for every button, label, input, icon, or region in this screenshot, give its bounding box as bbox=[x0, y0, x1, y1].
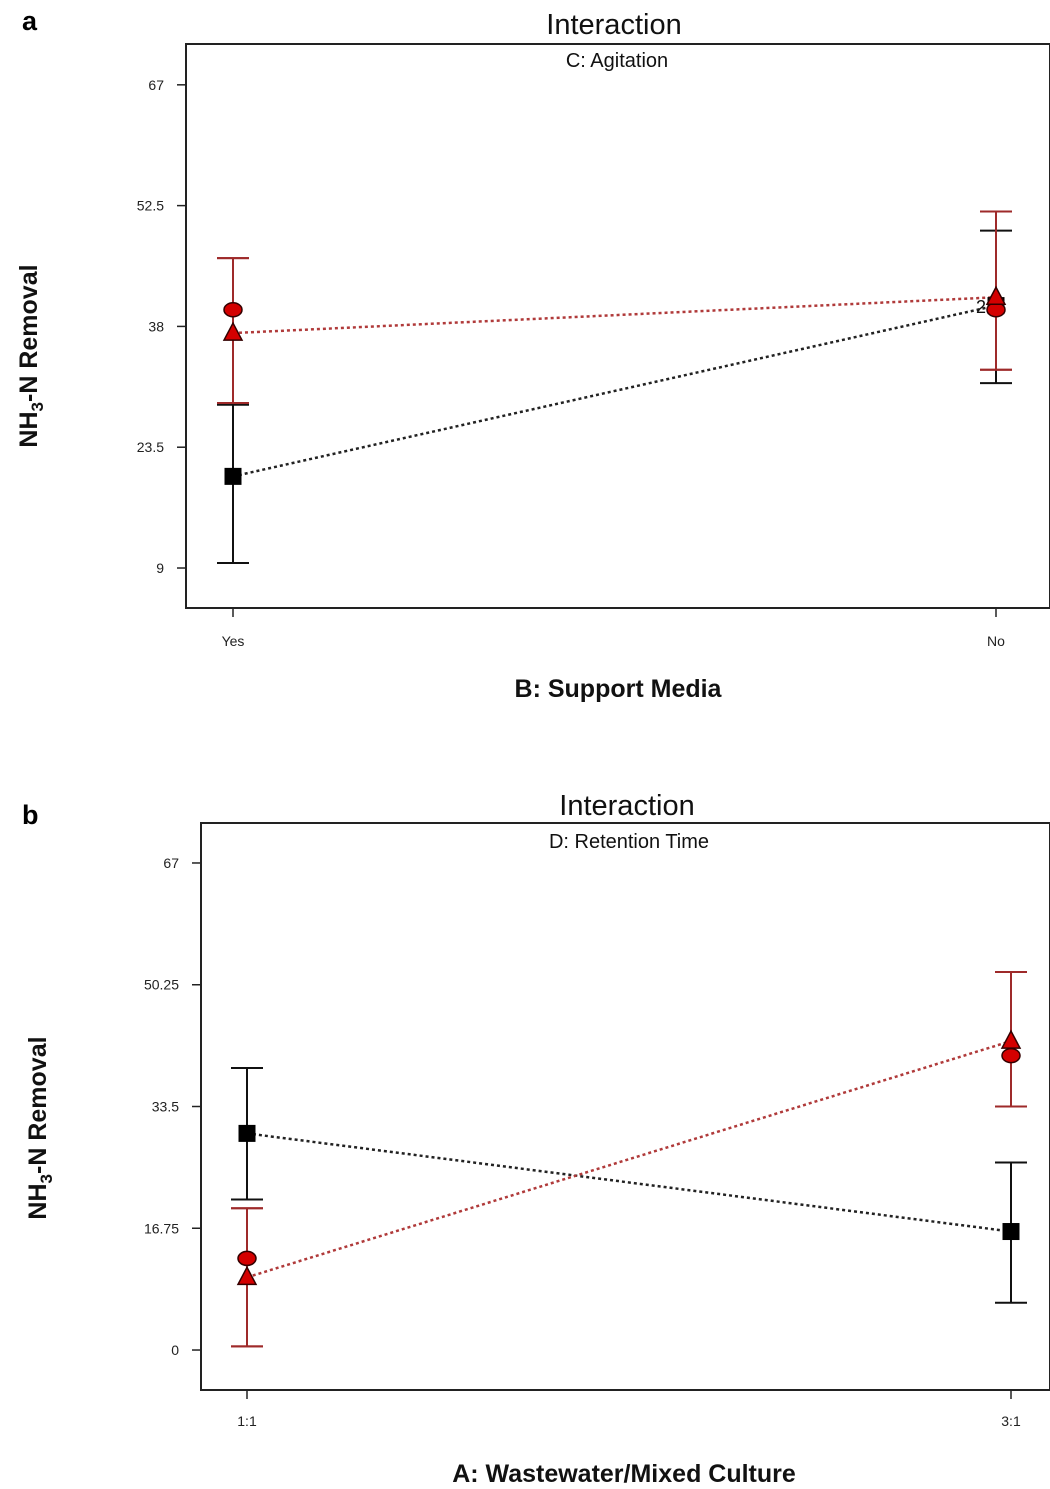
series-line bbox=[246, 1132, 1012, 1233]
marker-triangle bbox=[236, 1265, 258, 1286]
plot-frame-a bbox=[185, 43, 1050, 609]
panel-label-a: a bbox=[22, 6, 38, 36]
x-tick-label: 3:1 bbox=[1001, 1413, 1021, 1429]
series-group-b bbox=[231, 971, 1027, 1348]
y-tick-label: 67 bbox=[163, 855, 179, 871]
chart-subtitle-a: C: Agitation bbox=[566, 50, 668, 72]
y-tick-label: 33.5 bbox=[152, 1099, 179, 1115]
y-tick-label: 9 bbox=[156, 560, 164, 576]
y-ticks-b: 67 50.25 33.5 16.75 0 bbox=[144, 855, 201, 1358]
x-tick-label: No bbox=[987, 633, 1005, 649]
y-axis-label-a: NH3-N Removal bbox=[15, 264, 47, 447]
y-tick-label: 23.5 bbox=[137, 439, 164, 455]
y-tick-label: 38 bbox=[148, 318, 164, 334]
series-line bbox=[232, 304, 997, 478]
series-line bbox=[232, 296, 997, 335]
x-ticks-b: 1:1 3:1 bbox=[237, 1390, 1021, 1429]
y-axis-label-b: NH3-N Removal bbox=[24, 1036, 56, 1219]
plot-frame-b bbox=[200, 822, 1050, 1391]
marker-triangle bbox=[1000, 1029, 1022, 1049]
marker-triangle bbox=[222, 321, 244, 341]
marker-triangle bbox=[985, 285, 1007, 306]
x-tick-label: 1:1 bbox=[237, 1413, 257, 1429]
chart-panel-a: a Interaction C: Agitation NH3-N Removal… bbox=[15, 6, 1050, 703]
series-group-a bbox=[217, 210, 1012, 565]
marker-circle bbox=[223, 302, 243, 318]
x-ticks-a: Yes No bbox=[222, 608, 1005, 649]
y-tick-label: 52.5 bbox=[137, 198, 164, 214]
y-tick-label: 67 bbox=[148, 77, 164, 93]
x-tick-label: Yes bbox=[222, 633, 245, 649]
y-tick-label: 16.75 bbox=[144, 1220, 179, 1236]
marker-square bbox=[1002, 1223, 1020, 1241]
x-axis-label-b: A: Wastewater/Mixed Culture bbox=[452, 1460, 796, 1488]
y-tick-label: 50.25 bbox=[144, 977, 179, 993]
series-line bbox=[246, 1039, 1012, 1279]
marker-circle bbox=[1001, 1047, 1021, 1064]
chart-subtitle-b: D: Retention Time bbox=[549, 831, 709, 853]
marker-square bbox=[224, 467, 242, 485]
chart-title-b: Interaction bbox=[559, 790, 694, 822]
x-axis-label-a: B: Support Media bbox=[515, 675, 723, 703]
marker-square bbox=[238, 1124, 256, 1142]
chart-title-a: Interaction bbox=[546, 9, 681, 41]
chart-panel-b: b Interaction D: Retention Time NH3-N Re… bbox=[22, 790, 1050, 1488]
marker-circle bbox=[237, 1250, 257, 1267]
overlap-count-label-a: 2 bbox=[976, 297, 986, 317]
y-tick-label: 0 bbox=[171, 1342, 179, 1358]
panel-label-b: b bbox=[22, 800, 39, 830]
y-ticks-a: 67 52.5 38 23.5 9 bbox=[137, 77, 186, 576]
